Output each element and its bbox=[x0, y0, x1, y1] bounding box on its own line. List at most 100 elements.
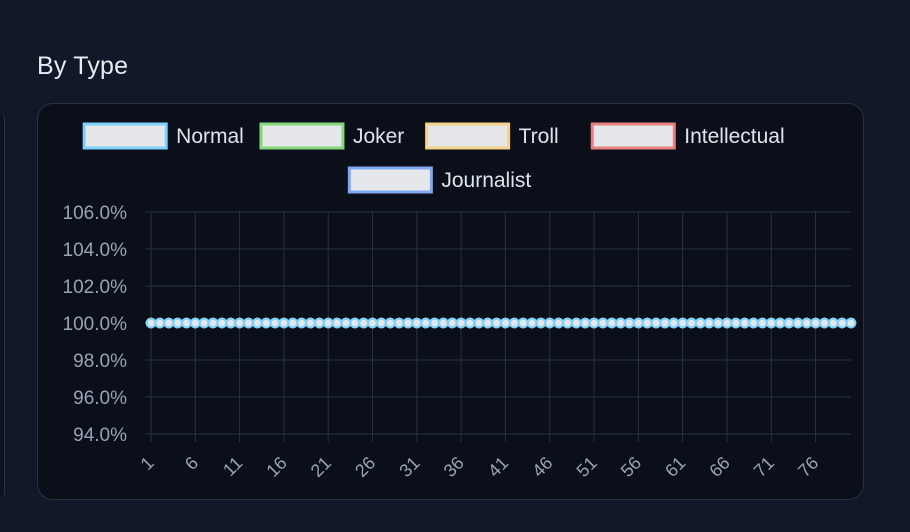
data-point[interactable] bbox=[624, 317, 635, 329]
data-point[interactable] bbox=[650, 317, 662, 329]
data-point[interactable] bbox=[243, 317, 254, 329]
data-point[interactable] bbox=[517, 317, 529, 329]
data-point[interactable] bbox=[765, 317, 777, 329]
data-point[interactable] bbox=[163, 317, 175, 329]
data-point[interactable] bbox=[269, 317, 281, 329]
data-point[interactable] bbox=[571, 317, 582, 329]
data-point[interactable] bbox=[287, 317, 299, 329]
data-point[interactable] bbox=[695, 317, 706, 329]
x-tick-label: 16 bbox=[262, 453, 290, 481]
legend-swatch[interactable] bbox=[347, 166, 433, 194]
data-point[interactable] bbox=[819, 317, 830, 329]
y-tick-label: 98.0% bbox=[73, 351, 127, 372]
data-point[interactable] bbox=[260, 317, 272, 329]
data-point[interactable] bbox=[801, 317, 812, 329]
x-tick-label: 51 bbox=[573, 453, 601, 481]
data-point[interactable] bbox=[827, 317, 839, 329]
data-point[interactable] bbox=[739, 317, 750, 329]
data-point[interactable] bbox=[322, 317, 334, 329]
data-point[interactable] bbox=[367, 317, 378, 329]
data-point[interactable] bbox=[234, 317, 245, 329]
data-point[interactable] bbox=[473, 317, 485, 329]
data-point[interactable] bbox=[668, 317, 680, 329]
data-point[interactable] bbox=[748, 317, 759, 329]
data-point[interactable] bbox=[331, 317, 343, 329]
data-point[interactable] bbox=[252, 317, 263, 329]
data-point[interactable] bbox=[420, 317, 431, 329]
data-point[interactable] bbox=[615, 317, 626, 329]
data-point[interactable] bbox=[836, 317, 848, 329]
data-point[interactable] bbox=[597, 317, 609, 329]
data-point[interactable] bbox=[553, 317, 564, 329]
data-point[interactable] bbox=[508, 317, 520, 329]
data-point[interactable] bbox=[376, 317, 387, 329]
data-point[interactable] bbox=[384, 317, 396, 329]
data-point[interactable] bbox=[757, 317, 768, 329]
data-point[interactable] bbox=[810, 317, 821, 329]
x-tick-label: 76 bbox=[794, 453, 822, 481]
data-point[interactable] bbox=[562, 317, 573, 329]
data-point[interactable] bbox=[792, 317, 804, 329]
data-point[interactable] bbox=[181, 317, 192, 329]
data-point[interactable] bbox=[207, 317, 219, 329]
data-point[interactable] bbox=[677, 317, 688, 329]
legend-label[interactable]: Intellectual bbox=[684, 125, 784, 148]
data-point[interactable] bbox=[296, 317, 307, 329]
data-point[interactable] bbox=[349, 317, 361, 329]
data-point[interactable] bbox=[579, 317, 591, 329]
data-point[interactable] bbox=[491, 317, 502, 329]
legend-swatch[interactable] bbox=[590, 122, 676, 150]
data-point[interactable] bbox=[278, 317, 290, 329]
data-point[interactable] bbox=[730, 317, 742, 329]
data-point[interactable] bbox=[402, 317, 414, 329]
data-point[interactable] bbox=[446, 317, 458, 329]
data-point[interactable] bbox=[535, 317, 547, 329]
data-point[interactable] bbox=[438, 317, 449, 329]
data-point[interactable] bbox=[500, 317, 511, 329]
data-point[interactable] bbox=[774, 317, 786, 329]
data-point[interactable] bbox=[455, 317, 467, 329]
data-point[interactable] bbox=[606, 317, 618, 329]
adjacent-panel-edge bbox=[0, 114, 5, 498]
data-point[interactable] bbox=[411, 317, 423, 329]
data-point[interactable] bbox=[712, 317, 724, 329]
data-point[interactable] bbox=[482, 317, 494, 329]
data-point[interactable] bbox=[429, 317, 440, 329]
data-point[interactable] bbox=[314, 317, 325, 329]
x-tick-label: 61 bbox=[661, 453, 689, 481]
data-point[interactable] bbox=[225, 317, 237, 329]
data-point[interactable] bbox=[172, 317, 183, 329]
legend-label[interactable]: Normal bbox=[176, 125, 244, 148]
data-point[interactable] bbox=[544, 317, 556, 329]
chart-card: 106.0% 104.0% 102.0% 100.0% 98.0% 96.0% 94.0% 1… bbox=[37, 103, 864, 500]
legend-swatch[interactable] bbox=[425, 122, 511, 150]
data-point[interactable] bbox=[633, 317, 644, 329]
legend-label[interactable]: Journalist bbox=[441, 169, 531, 192]
data-point[interactable] bbox=[340, 317, 352, 329]
data-point[interactable] bbox=[393, 317, 405, 329]
data-point[interactable] bbox=[358, 317, 369, 329]
data-point[interactable] bbox=[154, 317, 166, 329]
data-point[interactable] bbox=[588, 317, 600, 329]
data-point[interactable] bbox=[464, 317, 476, 329]
y-tick-label: 106.0% bbox=[63, 203, 128, 224]
data-point[interactable] bbox=[686, 317, 697, 329]
legend-swatch[interactable] bbox=[259, 122, 345, 150]
data-point[interactable] bbox=[783, 317, 795, 329]
data-point[interactable] bbox=[721, 317, 733, 329]
y-tick-label: 102.0% bbox=[63, 277, 128, 298]
data-point[interactable] bbox=[703, 317, 715, 329]
data-point[interactable] bbox=[198, 317, 210, 329]
legend-label[interactable]: Joker bbox=[353, 125, 404, 148]
x-tick-label: 1 bbox=[137, 453, 158, 474]
data-point[interactable] bbox=[659, 317, 671, 329]
legend-label[interactable]: Troll bbox=[519, 125, 559, 148]
data-point[interactable] bbox=[145, 317, 157, 329]
data-point[interactable] bbox=[216, 317, 228, 329]
data-point[interactable] bbox=[845, 317, 857, 329]
data-point[interactable] bbox=[641, 317, 653, 329]
legend-swatch[interactable] bbox=[82, 122, 168, 150]
data-point[interactable] bbox=[526, 317, 538, 329]
data-point[interactable] bbox=[305, 317, 316, 329]
data-point[interactable] bbox=[190, 317, 201, 329]
